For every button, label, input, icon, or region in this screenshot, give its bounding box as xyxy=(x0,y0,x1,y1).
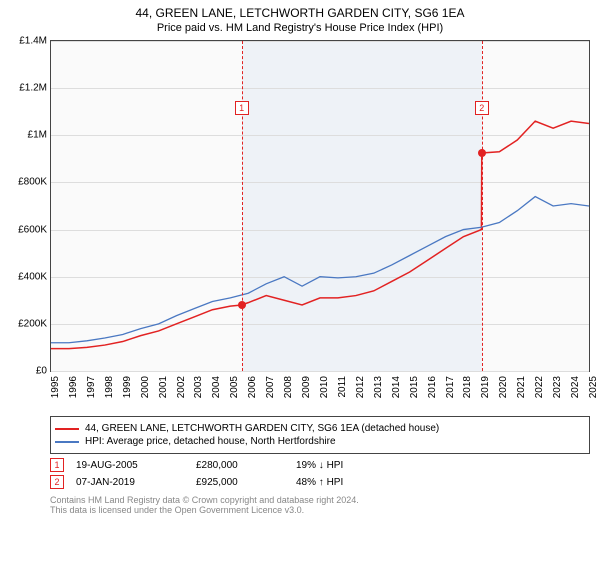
x-axis-labels: 1995 1996 1997 1998 1999 2000 2001 2002 2003 2004… xyxy=(50,372,590,412)
x-tick-label: 2021 xyxy=(516,376,527,398)
x-tick-label: 1995 xyxy=(50,376,61,398)
x-tick-label: 2003 xyxy=(193,376,204,398)
legend-swatch xyxy=(55,441,79,443)
x-tick-label: 2012 xyxy=(355,376,366,398)
x-tick-label: 2006 xyxy=(247,376,258,398)
x-tick-label: 1999 xyxy=(122,376,133,398)
x-tick-label: 2002 xyxy=(176,376,187,398)
x-tick-label: 1996 xyxy=(68,376,79,398)
event-row: 2 07-JAN-2019£925,00048% ↑ HPI xyxy=(50,475,590,489)
y-tick-label: £200K xyxy=(18,318,51,329)
x-tick-label: 2022 xyxy=(534,376,545,398)
chart-subtitle: Price paid vs. HM Land Registry's House … xyxy=(0,22,600,34)
y-tick-label: £400K xyxy=(18,271,51,282)
y-tick-label: £1M xyxy=(28,130,51,141)
legend: 44, GREEN LANE, LETCHWORTH GARDEN CITY, … xyxy=(50,416,590,454)
event-dot xyxy=(238,301,246,309)
footer: Contains HM Land Registry data © Crown c… xyxy=(50,495,590,515)
x-tick-label: 2014 xyxy=(391,376,402,398)
x-tick-label: 1998 xyxy=(104,376,115,398)
event-price: £925,000 xyxy=(196,477,296,488)
x-tick-label: 2025 xyxy=(588,376,599,398)
y-tick-label: £600K xyxy=(18,224,51,235)
footer-line: This data is licensed under the Open Gov… xyxy=(50,505,590,515)
series-line xyxy=(51,121,589,348)
chart-title: 44, GREEN LANE, LETCHWORTH GARDEN CITY, … xyxy=(0,6,600,20)
legend-item: HPI: Average price, detached house, Nort… xyxy=(55,436,585,447)
x-tick-label: 2024 xyxy=(570,376,581,398)
y-tick-label: £1.4M xyxy=(19,36,51,47)
legend-label: HPI: Average price, detached house, Nort… xyxy=(85,436,336,447)
x-tick-label: 2009 xyxy=(301,376,312,398)
event-vline xyxy=(242,41,243,371)
footer-line: Contains HM Land Registry data © Crown c… xyxy=(50,495,590,505)
x-tick-label: 2013 xyxy=(373,376,384,398)
x-tick-label: 2010 xyxy=(319,376,330,398)
x-tick-label: 2004 xyxy=(211,376,222,398)
x-tick-label: 2017 xyxy=(445,376,456,398)
event-date: 19-AUG-2005 xyxy=(76,460,196,471)
event-note: 48% ↑ HPI xyxy=(296,477,590,488)
x-tick-label: 2007 xyxy=(265,376,276,398)
x-tick-label: 2015 xyxy=(409,376,420,398)
event-row-marker: 1 xyxy=(50,458,64,472)
y-tick-label: £0 xyxy=(36,366,51,377)
x-tick-label: 2001 xyxy=(158,376,169,398)
event-row-marker: 2 xyxy=(50,475,64,489)
event-row: 1 19-AUG-2005£280,00019% ↓ HPI xyxy=(50,458,590,472)
legend-label: 44, GREEN LANE, LETCHWORTH GARDEN CITY, … xyxy=(85,423,439,434)
x-tick-label: 2020 xyxy=(498,376,509,398)
x-tick-label: 2018 xyxy=(462,376,473,398)
x-tick-label: 1997 xyxy=(86,376,97,398)
y-tick-label: £800K xyxy=(18,177,51,188)
x-tick-label: 2011 xyxy=(337,376,348,398)
x-tick-label: 2000 xyxy=(140,376,151,398)
series-line xyxy=(51,197,589,343)
event-date: 07-JAN-2019 xyxy=(76,477,196,488)
x-tick-label: 2008 xyxy=(283,376,294,398)
x-tick-label: 2016 xyxy=(427,376,438,398)
event-table: 1 19-AUG-2005£280,00019% ↓ HPI 2 07-JAN-201… xyxy=(50,458,590,489)
event-marker: 1 xyxy=(235,101,249,115)
x-tick-label: 2005 xyxy=(229,376,240,398)
event-vline xyxy=(482,41,483,371)
event-dot xyxy=(478,149,486,157)
x-tick-label: 2019 xyxy=(480,376,491,398)
event-marker: 2 xyxy=(475,101,489,115)
x-tick-label: 2023 xyxy=(552,376,563,398)
chart-area: £0£200K£400K£600K£800K£1M£1.2M£1.4M12 xyxy=(50,40,590,372)
y-tick-label: £1.2M xyxy=(19,83,51,94)
event-note: 19% ↓ HPI xyxy=(296,460,590,471)
legend-swatch xyxy=(55,428,79,430)
legend-item: 44, GREEN LANE, LETCHWORTH GARDEN CITY, … xyxy=(55,423,585,434)
event-price: £280,000 xyxy=(196,460,296,471)
